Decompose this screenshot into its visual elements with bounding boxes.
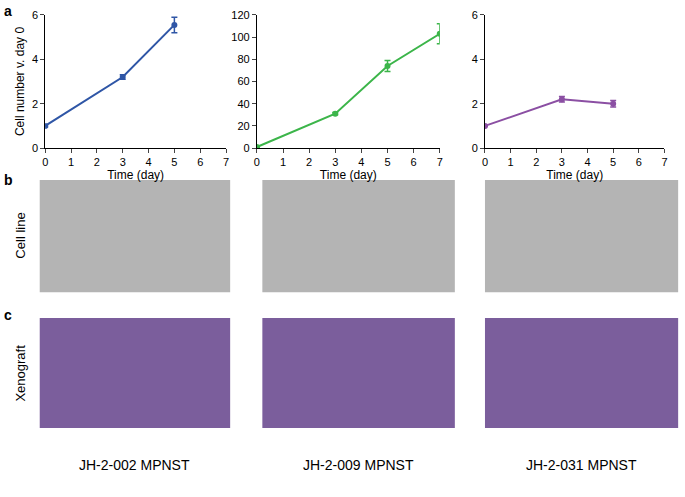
svg-text:JH-2-031 MPNST: JH-2-031 MPNST [526,457,637,473]
svg-text:4: 4 [32,53,38,65]
svg-text:0: 0 [32,142,38,154]
svg-text:4: 4 [145,156,151,168]
svg-text:5: 5 [171,156,177,168]
svg-text:a: a [4,3,12,19]
svg-text:20: 20 [237,120,249,132]
svg-text:3: 3 [559,156,565,168]
svg-text:2: 2 [306,156,312,168]
svg-text:80: 80 [237,53,249,65]
svg-text:6: 6 [32,9,38,21]
svg-text:Time (day): Time (day) [107,168,164,182]
svg-text:0: 0 [254,156,260,168]
svg-text:4: 4 [358,156,364,168]
svg-text:4: 4 [472,53,478,65]
svg-text:7: 7 [223,156,229,168]
svg-text:1: 1 [280,156,286,168]
svg-text:Cell line: Cell line [13,212,28,258]
svg-text:0: 0 [244,142,250,154]
svg-text:120: 120 [231,9,249,21]
svg-text:1: 1 [508,156,514,168]
svg-text:6: 6 [636,156,642,168]
svg-text:2: 2 [94,156,100,168]
svg-text:Cell number v. day 0: Cell number v. day 0 [13,27,27,136]
svg-text:6: 6 [472,9,478,21]
svg-text:7: 7 [437,156,443,168]
svg-text:Time (day): Time (day) [320,168,377,182]
svg-text:2: 2 [32,98,38,110]
svg-text:7: 7 [661,156,667,168]
svg-text:2: 2 [472,98,478,110]
svg-text:b: b [4,172,13,188]
svg-text:Time (day): Time (day) [546,168,603,182]
svg-text:3: 3 [332,156,338,168]
svg-text:c: c [4,307,12,323]
svg-text:5: 5 [610,156,616,168]
svg-text:0: 0 [482,156,488,168]
svg-text:60: 60 [237,75,249,87]
svg-text:6: 6 [411,156,417,168]
svg-text:3: 3 [120,156,126,168]
svg-text:JH-2-009 MPNST: JH-2-009 MPNST [303,457,414,473]
svg-text:2: 2 [533,156,539,168]
svg-text:0: 0 [472,142,478,154]
svg-text:JH-2-002 MPNST: JH-2-002 MPNST [79,457,190,473]
svg-text:4: 4 [584,156,590,168]
svg-text:5: 5 [384,156,390,168]
svg-text:6: 6 [197,156,203,168]
svg-text:100: 100 [231,31,249,43]
svg-text:40: 40 [237,98,249,110]
svg-text:0: 0 [42,156,48,168]
svg-text:Xenograft: Xenograft [13,345,28,402]
svg-text:1: 1 [68,156,74,168]
